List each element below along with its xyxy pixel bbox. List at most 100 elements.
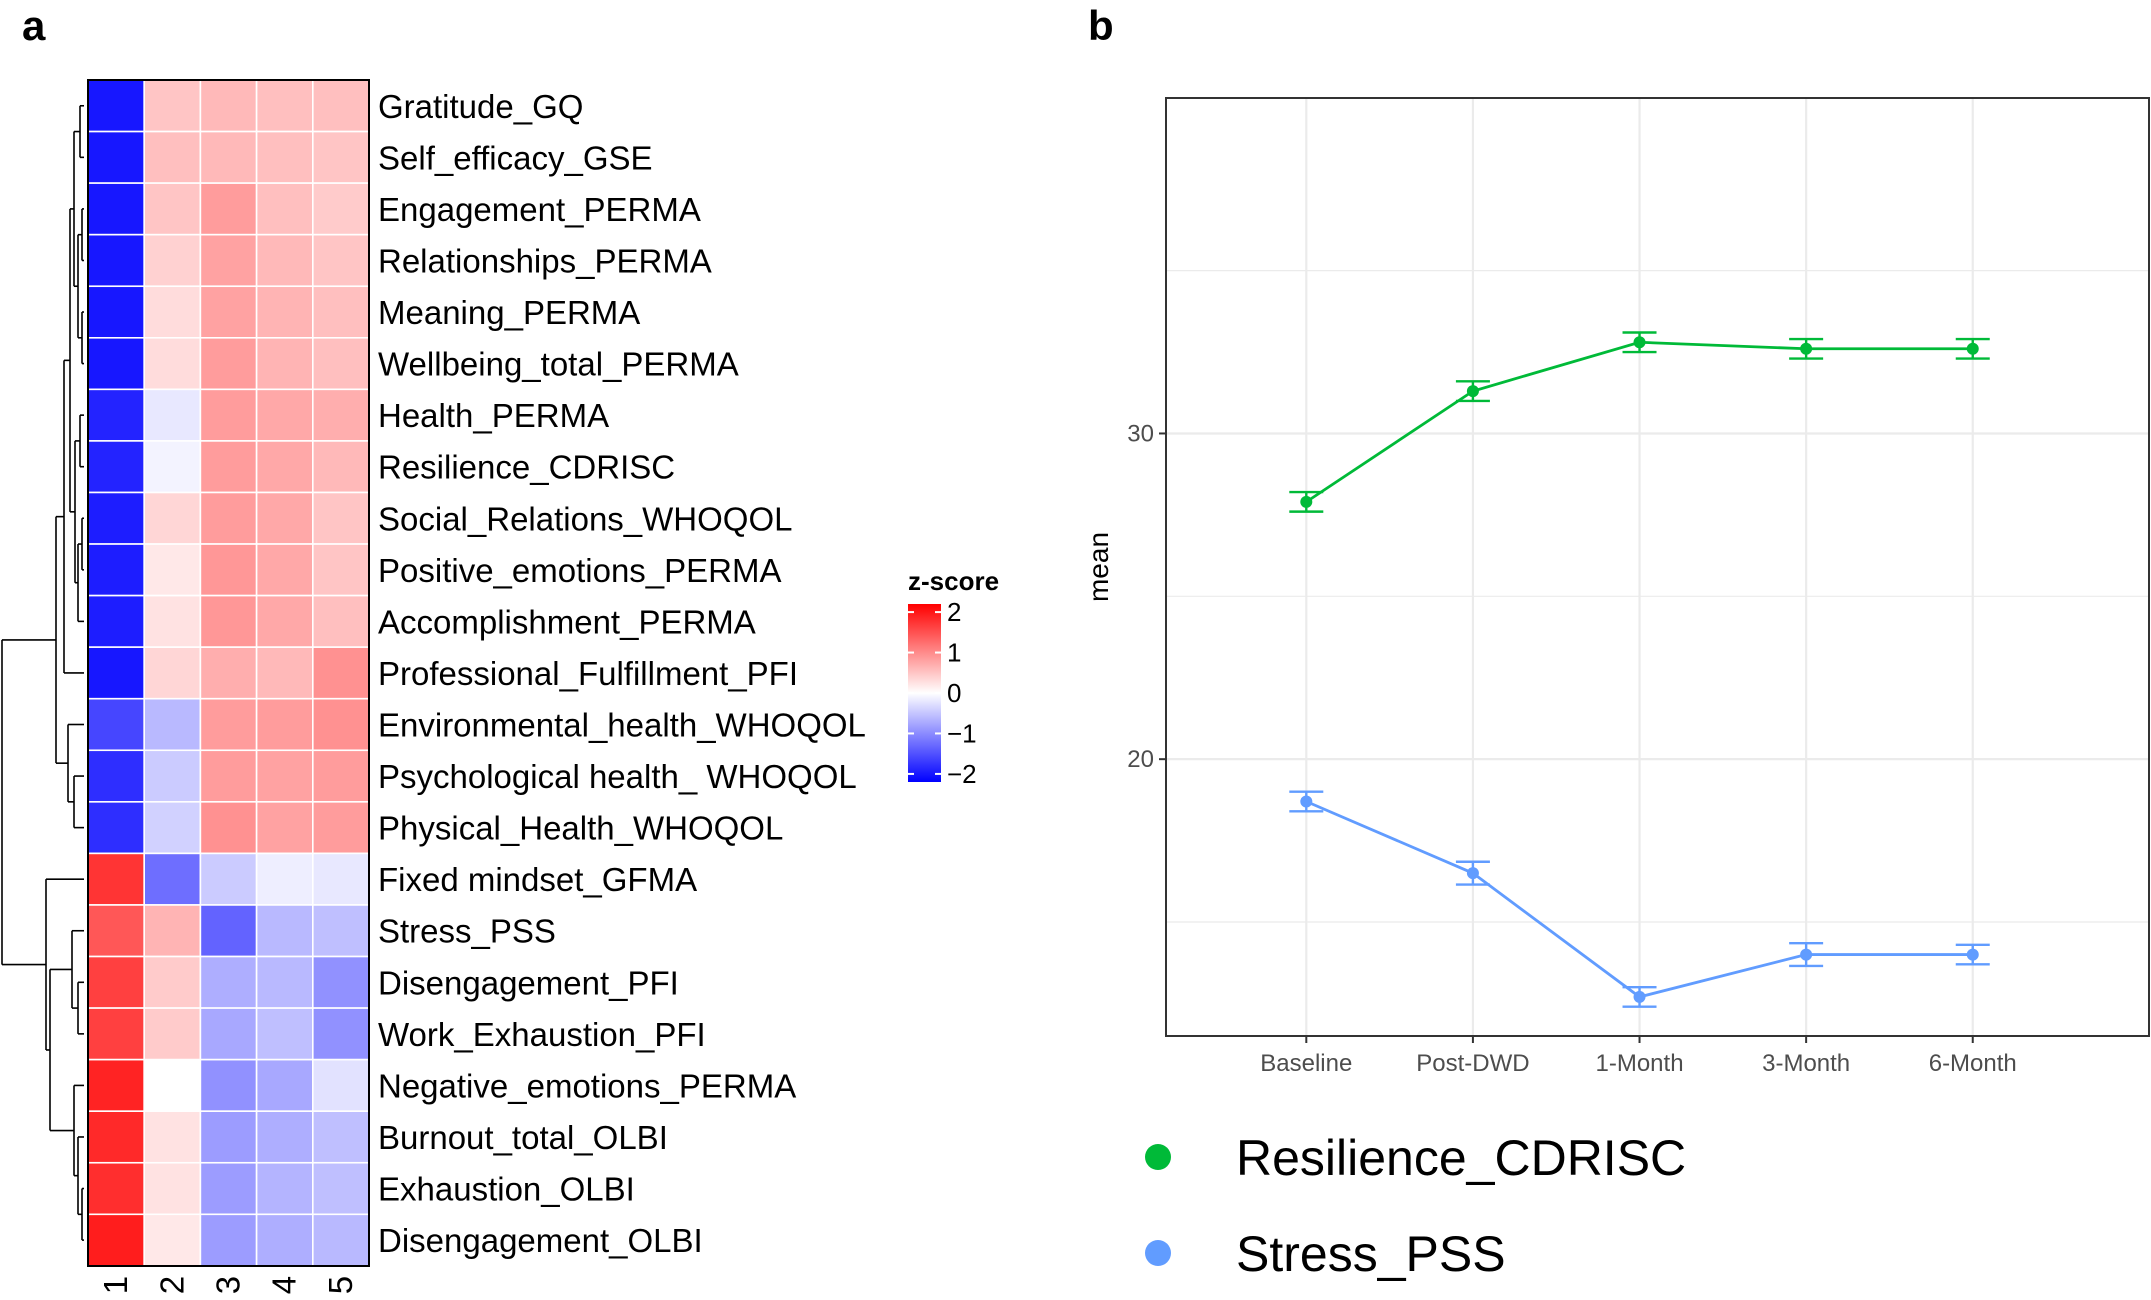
heatmap-cell bbox=[87, 130, 146, 184]
heatmap-cell bbox=[199, 955, 258, 1009]
heatmap-column-label: 5 bbox=[322, 1276, 359, 1294]
heatmap-cell bbox=[143, 79, 202, 133]
heatmap-cell bbox=[311, 285, 370, 339]
data-point bbox=[1800, 342, 1813, 355]
data-point bbox=[1300, 795, 1313, 808]
heatmap-cell bbox=[199, 801, 258, 855]
data-point bbox=[1966, 948, 1979, 961]
heatmap-column-label: 3 bbox=[210, 1276, 247, 1294]
heatmap-row-label: Social_Relations_WHOQOL bbox=[378, 500, 793, 537]
heatmap-cell bbox=[87, 1213, 146, 1267]
series-legend: Resilience_CDRISC Stress_PSS bbox=[1145, 1130, 1686, 1282]
heatmap-cell bbox=[143, 646, 202, 700]
heatmap-cell bbox=[255, 336, 314, 391]
heatmap-cell bbox=[143, 1058, 202, 1113]
x-tick-label: Post-DWD bbox=[1416, 1050, 1529, 1077]
heatmap-row-label: Burnout_total_OLBI bbox=[378, 1119, 668, 1156]
colorbar-tick-label: −2 bbox=[947, 759, 977, 789]
data-point bbox=[1966, 342, 1979, 355]
heatmap-cell bbox=[143, 1161, 202, 1216]
heatmap-cell bbox=[87, 749, 146, 803]
heatmap-cell bbox=[143, 491, 202, 545]
heatmap-cell bbox=[87, 697, 146, 752]
legend-label: Resilience_CDRISC bbox=[1236, 1130, 1686, 1186]
heatmap-cell bbox=[311, 1213, 370, 1267]
heatmap-cell bbox=[143, 955, 202, 1009]
heatmap-column-label: 2 bbox=[153, 1276, 190, 1294]
heatmap-cell bbox=[87, 285, 146, 339]
heatmap-cell bbox=[311, 1007, 370, 1061]
colorbar-tick-label: 2 bbox=[947, 597, 961, 627]
y-axis-title: mean bbox=[1083, 532, 1114, 602]
legend-key bbox=[1145, 1144, 1171, 1170]
panel-label-b: b bbox=[1088, 2, 1114, 49]
colorbar-legend: z-score 2 1 0 −1 −2 bbox=[908, 566, 999, 789]
heatmap-cell bbox=[255, 904, 314, 958]
heatmap-cell bbox=[255, 388, 314, 442]
colorbar-title: z-score bbox=[908, 566, 999, 596]
heatmap-cell bbox=[311, 594, 370, 648]
heatmap-cell bbox=[255, 182, 314, 236]
heatmap-cell bbox=[199, 852, 258, 906]
heatmap-row-label: Physical_Health_WHOQOL bbox=[378, 810, 783, 847]
heatmap-cells bbox=[87, 79, 370, 1267]
heatmap-cell bbox=[199, 1058, 258, 1113]
heatmap-cell bbox=[143, 749, 202, 803]
heatmap-cell bbox=[255, 491, 314, 545]
legend-label: Stress_PSS bbox=[1236, 1226, 1506, 1282]
heatmap-cell bbox=[255, 697, 314, 752]
heatmap-cell bbox=[311, 801, 370, 855]
heatmap-row-label: Professional_Fulfillment_PFI bbox=[378, 655, 798, 692]
heatmap-cell bbox=[87, 852, 146, 906]
heatmap-cell bbox=[311, 543, 370, 597]
heatmap-cell bbox=[255, 594, 314, 648]
heatmap-row-label: Meaning_PERMA bbox=[378, 294, 640, 331]
heatmap-cell bbox=[255, 1110, 314, 1164]
y-tick-label: 20 bbox=[1127, 746, 1154, 773]
heatmap-cell bbox=[311, 233, 370, 288]
heatmap-cell bbox=[143, 440, 202, 494]
heatmap-cell bbox=[255, 233, 314, 288]
heatmap-border bbox=[87, 79, 370, 1267]
heatmap-column-labels: 1 2 3 4 5 bbox=[97, 1276, 359, 1294]
heatmap-row-label: Disengagement_OLBI bbox=[378, 1222, 703, 1259]
heatmap-cell bbox=[143, 285, 202, 339]
heatmap-cell bbox=[311, 852, 370, 906]
heatmap-cell bbox=[199, 1213, 258, 1267]
heatmap-row-label: Environmental_health_WHOQOL bbox=[378, 707, 866, 744]
heatmap-cell bbox=[143, 233, 202, 288]
heatmap-cell bbox=[87, 801, 146, 855]
x-tick-label: 3-Month bbox=[1762, 1050, 1850, 1077]
heatmap-cell bbox=[199, 79, 258, 133]
heatmap-cell bbox=[255, 543, 314, 597]
heatmap-cell bbox=[255, 801, 314, 855]
heatmap-cell bbox=[87, 1110, 146, 1164]
heatmap-cell bbox=[311, 1058, 370, 1113]
heatmap-row-label: Wellbeing_total_PERMA bbox=[378, 346, 739, 383]
heatmap-row-label: Fixed mindset_GFMA bbox=[378, 861, 697, 898]
heatmap-column-label: 4 bbox=[266, 1276, 303, 1294]
heatmap-panel: Gratitude_GQ Self_efficacy_GSE Engagement_… bbox=[1, 79, 999, 1294]
heatmap-cell bbox=[311, 749, 370, 803]
heatmap-row-label: Self_efficacy_GSE bbox=[378, 139, 653, 176]
heatmap-cell bbox=[255, 1007, 314, 1061]
heatmap-row-label: Exhaustion_OLBI bbox=[378, 1171, 635, 1208]
heatmap-row-label: Relationships_PERMA bbox=[378, 242, 712, 279]
heatmap-cell bbox=[311, 79, 370, 133]
heatmap-cell bbox=[199, 388, 258, 442]
heatmap-cell bbox=[87, 491, 146, 545]
heatmap-cell bbox=[199, 182, 258, 236]
heatmap-cell bbox=[199, 697, 258, 752]
heatmap-cell bbox=[255, 130, 314, 184]
plot-panel-border bbox=[1165, 97, 2150, 1037]
heatmap-cell bbox=[87, 1058, 146, 1113]
colorbar-ticks: 2 1 0 −1 −2 bbox=[908, 597, 977, 789]
heatmap-cell bbox=[87, 1161, 146, 1216]
heatmap-cell bbox=[255, 955, 314, 1009]
heatmap-cell bbox=[255, 1161, 314, 1216]
data-point bbox=[1466, 385, 1479, 398]
heatmap-cell bbox=[199, 646, 258, 700]
heatmap-cell bbox=[311, 388, 370, 442]
heatmap-cell bbox=[199, 904, 258, 958]
